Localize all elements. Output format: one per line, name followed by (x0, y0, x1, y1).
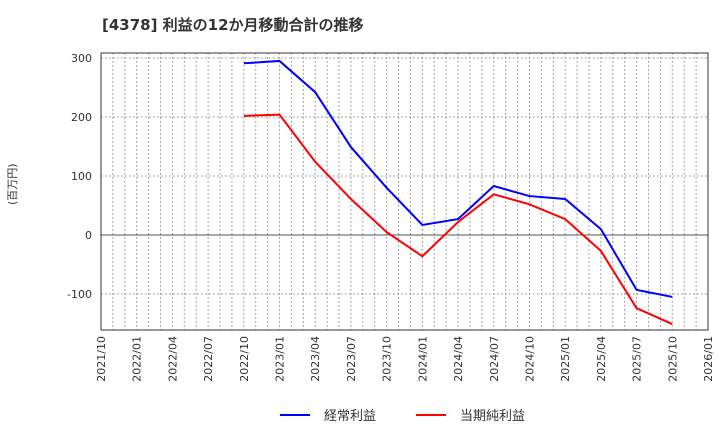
x-tick-label: 2023/07 (345, 336, 358, 382)
x-tick-label: 2024/10 (523, 336, 536, 382)
x-tick-label: 2023/01 (274, 336, 287, 382)
legend: 経常利益 当期純利益 (280, 405, 565, 424)
legend-swatch-blue (280, 413, 310, 416)
x-tick-label: 2022/04 (166, 336, 179, 382)
y-tick-label: 200 (71, 111, 92, 124)
x-tick-label: 2026/01 (702, 336, 715, 382)
y-tick-label: 100 (71, 170, 92, 183)
y-axis-ticks: -100 0 100 200 300 (67, 52, 92, 301)
legend-item-net-profit: 当期純利益 (416, 405, 525, 424)
y-tick-label: 0 (85, 229, 92, 242)
x-axis-ticks: 2021/10 2022/01 2022/04 2022/07 2022/10 2023/… (95, 336, 715, 382)
x-tick-label: 2022/10 (238, 336, 251, 382)
legend-item-ordinary-profit: 経常利益 (280, 405, 376, 424)
x-tick-label: 2025/10 (666, 336, 679, 382)
legend-label: 当期純利益 (460, 409, 526, 424)
series-line (243, 113, 673, 326)
data-series (243, 59, 673, 326)
legend-swatch-red (416, 413, 447, 416)
y-tick-label: 300 (71, 52, 92, 65)
x-tick-label: 2024/04 (452, 336, 465, 382)
x-tick-label: 2022/01 (131, 336, 144, 382)
x-tick-label: 2022/07 (202, 336, 215, 382)
x-tick-label: 2024/01 (416, 336, 429, 382)
plot-area-frame (100, 52, 709, 331)
y-tick-label: -100 (67, 288, 92, 301)
x-tick-label: 2025/01 (559, 336, 572, 382)
chart-title: [4378] 利益の12か月移動合計の推移 (102, 16, 364, 34)
series-line (243, 59, 673, 298)
legend-label: 経常利益 (324, 409, 377, 424)
x-tick-label: 2023/04 (309, 336, 322, 382)
x-tick-label: 2024/07 (488, 336, 501, 382)
x-tick-label: 2021/10 (95, 336, 108, 382)
x-tick-label: 2025/07 (631, 336, 644, 382)
grid-lines (101, 53, 708, 330)
x-tick-label: 2025/04 (595, 336, 608, 382)
x-tick-label: 2023/10 (381, 336, 394, 382)
